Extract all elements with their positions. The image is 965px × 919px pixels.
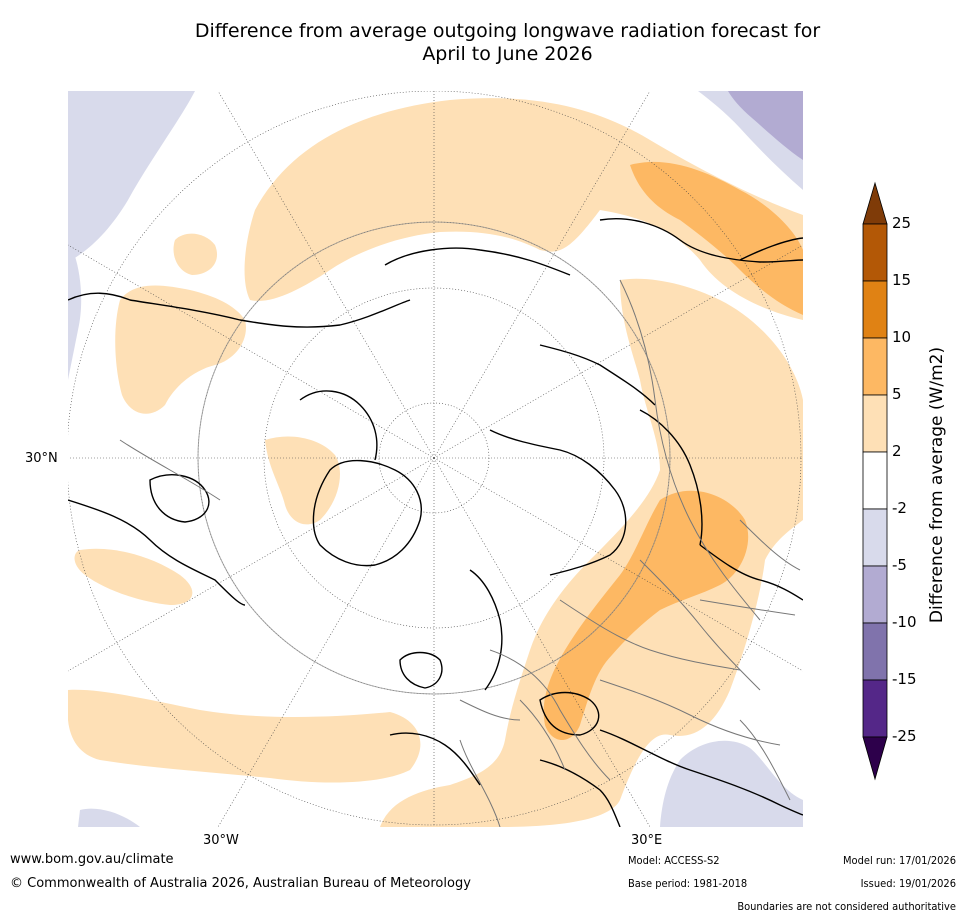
anomaly-region-negative-sw <box>78 808 140 827</box>
colorbar-tick: -2 <box>892 499 907 517</box>
anomaly-region-positive-west <box>115 285 246 414</box>
lon-label-30e: 30°E <box>631 833 663 848</box>
chart-title: Difference from average outgoing longwav… <box>0 20 965 66</box>
colorbar <box>862 181 888 781</box>
anomaly-region-positive-greenland <box>265 436 340 525</box>
footer-url[interactable]: www.bom.gov.au/climate <box>10 852 174 867</box>
footer-issued: Issued: 19/01/2026 <box>860 877 956 890</box>
circle-30n <box>197 221 671 695</box>
lat-label-30n: 30°N <box>25 451 58 466</box>
anomaly-region-positive-west-streak <box>74 548 193 605</box>
colorbar-tick: -5 <box>892 556 907 574</box>
colorbar-title: Difference from average (W/m2) <box>927 346 947 624</box>
anomaly-region-positive-5-10-central <box>543 490 749 740</box>
colorbar-bin-neg-10-15 <box>862 622 888 681</box>
colorbar-tick: 5 <box>892 385 902 403</box>
colorbar-bin-neg-2-5 <box>862 508 888 567</box>
title-line-2: April to June 2026 <box>422 43 593 65</box>
lon-label-30w: 30°W <box>203 833 239 848</box>
colorbar-extend-high <box>862 181 888 225</box>
colorbar-bin-5-10 <box>862 337 888 396</box>
anomaly-region-negative-nw <box>68 91 195 262</box>
footer-disclaimer: Boundaries are not considered authoritat… <box>737 900 956 913</box>
colorbar-tick: -25 <box>892 727 917 745</box>
footer-base-period: Base period: 1981-2018 <box>628 877 748 890</box>
colorbar-bin-2-5 <box>862 394 888 453</box>
map-canvas <box>68 91 803 827</box>
colorbar-tick: -15 <box>892 670 917 688</box>
footer-model: Model: ACCESS-S2 <box>628 854 720 867</box>
footer-model-run: Model run: 17/01/2026 <box>843 854 956 867</box>
colorbar-tick: 2 <box>892 442 902 460</box>
title-line-1: Difference from average outgoing longwav… <box>194 20 821 42</box>
anomaly-region-positive-eurasia <box>380 278 803 827</box>
anomaly-region-negative-ne-strong <box>728 91 803 160</box>
anomaly-region-positive-5-10-siberia <box>630 161 803 315</box>
colorbar-bin-15-25 <box>862 223 888 282</box>
colorbar-bin-10-15 <box>862 280 888 339</box>
colorbar-bin-neutral <box>862 451 888 510</box>
footer-copyright: © Commonwealth of Australia 2026, Austra… <box>10 876 471 891</box>
anomaly-region-negative-sw-edge <box>68 240 82 380</box>
coastlines <box>68 218 803 827</box>
colorbar-bin-neg-15-25 <box>862 679 888 738</box>
anomaly-region-positive-sw-band <box>68 689 421 783</box>
colorbar-tick: 15 <box>892 271 912 289</box>
colorbar-extend-low <box>862 736 888 781</box>
anomaly-region-positive-west-small <box>173 233 218 275</box>
colorbar-bin-neg-5-10 <box>862 565 888 624</box>
colorbar-tick: 25 <box>892 214 912 232</box>
anomaly-region-positive-arctic-band <box>244 98 803 320</box>
colorbar-tick: -10 <box>892 613 917 631</box>
country-borders <box>119 279 801 827</box>
colorbar-tick: 10 <box>892 328 912 346</box>
